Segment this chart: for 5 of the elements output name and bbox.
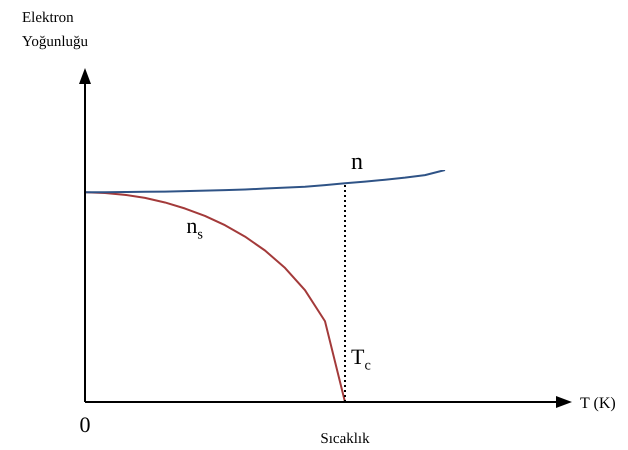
text: Elektron Yoğunluğu	[22, 10, 88, 50]
x-axis-title: Sıcaklık	[320, 431, 370, 447]
text: T (K)	[580, 395, 616, 412]
text: 0	[80, 412, 90, 437]
series-label: n	[351, 149, 363, 176]
